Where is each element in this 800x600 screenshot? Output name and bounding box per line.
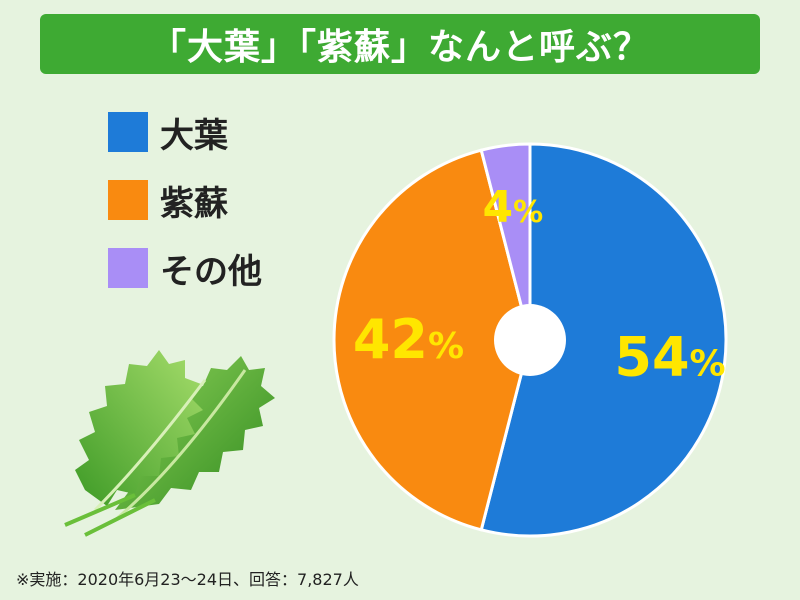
- legend-item-oba: 大葉: [108, 112, 262, 156]
- legend-label-oba: 大葉: [160, 115, 228, 156]
- legend-item-other: その他: [108, 248, 262, 292]
- legend-label-other: その他: [160, 251, 262, 292]
- survey-footnote: ※実施：2020年6月23〜24日、回答：7,827人: [16, 570, 359, 589]
- legend-label-shiso: 紫蘇: [160, 183, 228, 224]
- title-banner: 「大葉」「紫蘇」なんと呼ぶ？: [40, 14, 760, 74]
- legend-swatch-shiso: [108, 180, 148, 220]
- chart-title: 「大葉」「紫蘇」なんと呼ぶ？: [149, 27, 650, 68]
- pie-label-other: 4%: [482, 182, 543, 233]
- pie-slice-other: [479, 142, 532, 341]
- shiso-leaf-illustration: [55, 320, 295, 544]
- pie-slice-shiso: [332, 148, 532, 532]
- legend: 大葉 紫蘇 その他: [108, 112, 262, 316]
- pie-label-oba: 54%: [614, 326, 725, 389]
- pie-label-shiso: 42%: [353, 308, 464, 371]
- legend-swatch-oba: [108, 112, 148, 152]
- pie-center-hole: [494, 304, 566, 376]
- pie-slice-oba: [479, 142, 728, 538]
- legend-swatch-other: [108, 248, 148, 288]
- legend-item-shiso: 紫蘇: [108, 180, 262, 224]
